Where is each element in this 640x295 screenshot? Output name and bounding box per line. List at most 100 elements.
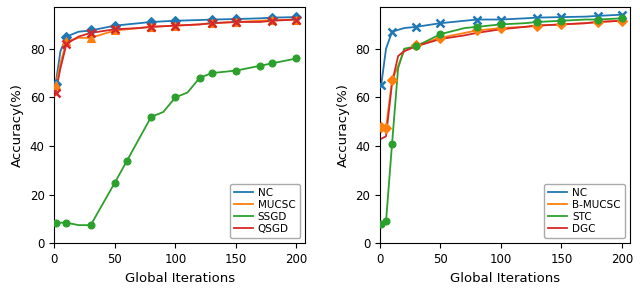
MUCSC bbox=[63, 40, 70, 43]
QSGD bbox=[232, 20, 240, 24]
NC bbox=[388, 30, 396, 33]
NC bbox=[401, 26, 408, 30]
NC bbox=[436, 22, 444, 25]
STC bbox=[401, 47, 408, 50]
STC bbox=[382, 220, 390, 223]
NC bbox=[292, 15, 300, 19]
X-axis label: Global Iterations: Global Iterations bbox=[450, 272, 560, 285]
NC bbox=[56, 49, 64, 53]
MUCSC bbox=[256, 19, 264, 22]
QSGD bbox=[87, 31, 95, 35]
QSGD bbox=[56, 66, 64, 70]
X-axis label: Global Iterations: Global Iterations bbox=[125, 272, 235, 285]
DGC bbox=[461, 34, 468, 37]
STC bbox=[388, 142, 396, 145]
NC bbox=[147, 20, 155, 24]
DGC bbox=[618, 19, 626, 22]
QSGD bbox=[268, 19, 276, 22]
NC bbox=[232, 17, 240, 21]
NC bbox=[618, 13, 626, 17]
MUCSC bbox=[135, 26, 143, 30]
SSGD bbox=[63, 221, 70, 224]
STC bbox=[594, 18, 602, 21]
NC bbox=[497, 18, 505, 21]
Line: NC: NC bbox=[381, 15, 622, 85]
STC bbox=[394, 66, 402, 70]
STC bbox=[497, 23, 505, 26]
NC bbox=[75, 30, 83, 33]
STC bbox=[461, 26, 468, 30]
DGC bbox=[378, 137, 385, 140]
QSGD bbox=[292, 18, 300, 21]
QSGD bbox=[63, 42, 70, 46]
STC bbox=[582, 18, 589, 21]
NC bbox=[268, 16, 276, 19]
Line: QSGD: QSGD bbox=[56, 19, 296, 93]
SSGD bbox=[292, 57, 300, 60]
Line: STC: STC bbox=[381, 18, 622, 224]
Legend: NC, B-MUCSC, STC, DGC: NC, B-MUCSC, STC, DGC bbox=[544, 183, 625, 238]
STC bbox=[473, 25, 481, 29]
DGC bbox=[557, 23, 565, 26]
QSGD bbox=[52, 91, 60, 94]
SSGD bbox=[135, 137, 143, 140]
Y-axis label: Accuracy(%): Accuracy(%) bbox=[12, 83, 24, 167]
MUCSC bbox=[147, 25, 155, 29]
DGC bbox=[497, 27, 505, 31]
NC bbox=[111, 24, 119, 27]
SSGD bbox=[268, 62, 276, 65]
B-MUCSC bbox=[497, 26, 505, 30]
MUCSC bbox=[52, 83, 60, 87]
Line: DGC: DGC bbox=[381, 21, 622, 139]
SSGD bbox=[75, 223, 83, 227]
MUCSC bbox=[292, 18, 300, 21]
SSGD bbox=[123, 159, 131, 163]
B-MUCSC bbox=[436, 36, 444, 40]
NC bbox=[63, 35, 70, 38]
QSGD bbox=[196, 23, 204, 26]
STC bbox=[436, 32, 444, 36]
QSGD bbox=[111, 27, 119, 31]
MUCSC bbox=[75, 36, 83, 40]
SSGD bbox=[232, 69, 240, 72]
QSGD bbox=[172, 24, 179, 27]
SSGD bbox=[184, 91, 191, 94]
NC bbox=[135, 22, 143, 25]
MUCSC bbox=[87, 36, 95, 40]
NC bbox=[557, 15, 565, 19]
DGC bbox=[473, 31, 481, 35]
NC bbox=[461, 19, 468, 22]
QSGD bbox=[208, 22, 216, 25]
MUCSC bbox=[208, 22, 216, 25]
STC bbox=[533, 20, 541, 24]
SSGD bbox=[256, 64, 264, 68]
NC bbox=[87, 29, 95, 32]
MUCSC bbox=[56, 62, 64, 65]
Line: MUCSC: MUCSC bbox=[56, 19, 296, 85]
NC bbox=[522, 17, 529, 20]
STC bbox=[378, 222, 385, 226]
SSGD bbox=[52, 221, 60, 224]
DGC bbox=[522, 25, 529, 29]
QSGD bbox=[147, 25, 155, 29]
DGC bbox=[382, 135, 390, 138]
NC bbox=[52, 82, 60, 86]
SSGD bbox=[56, 221, 64, 224]
DGC bbox=[594, 20, 602, 24]
B-MUCSC bbox=[557, 23, 565, 26]
B-MUCSC bbox=[412, 43, 420, 47]
NC bbox=[382, 47, 390, 50]
QSGD bbox=[75, 35, 83, 38]
STC bbox=[618, 17, 626, 20]
SSGD bbox=[147, 115, 155, 119]
NC bbox=[594, 14, 602, 18]
DGC bbox=[401, 49, 408, 53]
DGC bbox=[533, 24, 541, 27]
NC bbox=[196, 18, 204, 22]
B-MUCSC bbox=[401, 49, 408, 53]
SSGD bbox=[208, 71, 216, 75]
QSGD bbox=[135, 26, 143, 30]
B-MUCSC bbox=[388, 78, 396, 82]
NC bbox=[256, 17, 264, 20]
B-MUCSC bbox=[461, 31, 468, 35]
